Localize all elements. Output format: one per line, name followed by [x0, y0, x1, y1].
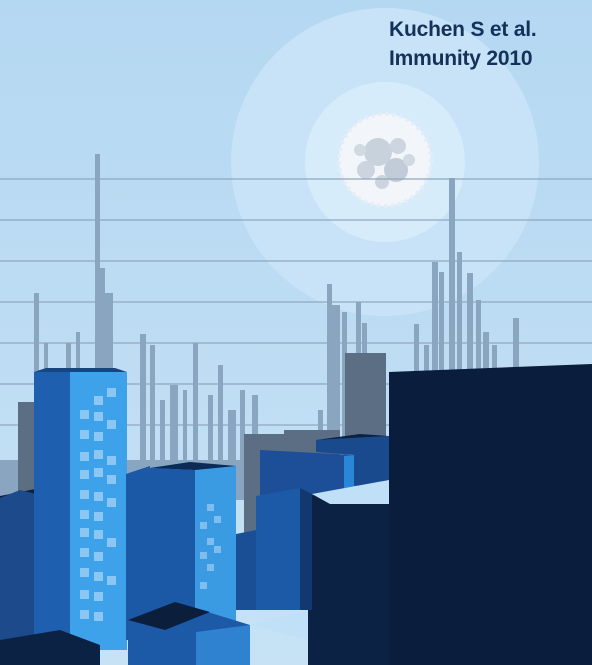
foreground-wedge	[250, 480, 389, 640]
lymphocyte-cell-icon	[337, 112, 433, 208]
center-tower-windows	[200, 504, 221, 589]
credit-authors: Kuchen S et al.	[389, 18, 537, 41]
credit-journal-year: Immunity 2010	[389, 47, 533, 70]
tower-right-cluster	[256, 434, 389, 610]
foreground-blocks	[0, 530, 256, 665]
tower-windows	[80, 388, 116, 621]
citation-credit: Kuchen S et al. Immunity 2010	[389, 15, 537, 73]
tower-back-left	[0, 490, 40, 665]
